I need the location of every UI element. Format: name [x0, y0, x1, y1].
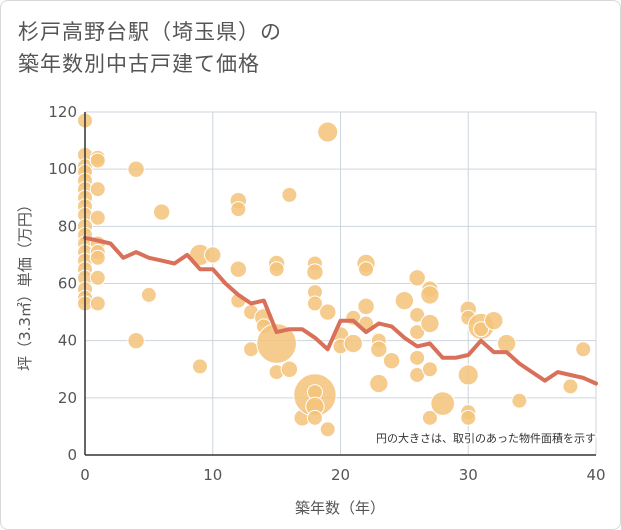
- data-bubble-95: [562, 378, 579, 395]
- data-bubble-27: [89, 295, 106, 312]
- data-bubble-25: [89, 249, 106, 266]
- y-tick-label-80: 80: [58, 217, 77, 235]
- data-bubble-45: [256, 323, 297, 364]
- data-bubble-58: [317, 121, 339, 143]
- data-bubble-21: [89, 181, 106, 198]
- data-bubble-72: [382, 351, 401, 370]
- average-price-line: [83, 235, 598, 386]
- y-axis-title: 坪（3.3㎡）単価（万円）: [16, 197, 34, 371]
- x-tick-label-20: 20: [331, 466, 350, 484]
- data-bubble-51: [306, 263, 324, 281]
- grid-lines: [85, 111, 597, 455]
- x-tick-label-40: 40: [586, 466, 605, 484]
- data-bubble-57: [306, 409, 323, 426]
- data-bubble-89: [460, 409, 477, 426]
- data-bubble-70: [370, 340, 388, 358]
- data-bubble-28: [127, 160, 145, 178]
- data-bubble-37: [229, 260, 248, 278]
- x-tick-label-30: 30: [459, 466, 478, 484]
- data-bubble-84: [430, 391, 456, 416]
- data-bubble-53: [306, 295, 323, 312]
- data-bubble-22: [89, 209, 106, 226]
- data-bubble-75: [409, 306, 426, 323]
- data-bubble-87: [457, 364, 479, 386]
- chart-title-line-1: 杉戸高野台駅（埼玉県）の: [18, 20, 282, 44]
- data-bubble-29: [127, 331, 145, 350]
- data-bubble-67: [357, 297, 375, 316]
- data-bubble-26: [89, 269, 106, 286]
- data-bubble-73: [394, 290, 415, 311]
- y-tick-label-0: 0: [67, 446, 77, 464]
- chart-title-line-2: 築年数別中古戸建て価格: [18, 52, 260, 76]
- x-axis-title: 築年数（年）: [295, 499, 385, 517]
- data-bubble-71: [369, 373, 389, 394]
- data-bubble-66: [358, 261, 375, 278]
- x-tick-label-10: 10: [203, 466, 222, 484]
- data-bubble-47: [281, 186, 298, 203]
- data-bubble-81: [420, 313, 440, 334]
- data-bubble-48: [280, 360, 299, 378]
- bubble-layer: [77, 112, 592, 438]
- y-tick-labels: 0 20 40 60 80 100 120: [48, 103, 77, 464]
- data-bubble-92: [484, 310, 504, 331]
- data-bubble-94: [511, 392, 528, 409]
- data-bubble-31: [152, 203, 171, 221]
- y-tick-label-120: 120: [48, 103, 77, 121]
- data-bubble-83: [421, 409, 438, 426]
- x-tick-label-0: 0: [80, 466, 90, 484]
- data-bubble-60: [319, 421, 336, 438]
- y-tick-label-100: 100: [48, 160, 77, 178]
- data-bubble-33: [191, 358, 208, 375]
- data-bubble-76: [409, 324, 426, 341]
- data-bubble-80: [420, 285, 440, 305]
- data-bubble-59: [319, 303, 337, 321]
- chart-title: 杉戸高野台駅（埼玉県）の 築年数別中古戸建て価格: [18, 16, 282, 80]
- x-tick-labels: 0 10 20 30 40: [80, 466, 605, 484]
- y-tick-label-60: 60: [58, 275, 77, 293]
- data-bubble-96: [575, 341, 592, 358]
- data-bubble-82: [421, 361, 438, 378]
- data-bubble-44: [268, 261, 285, 278]
- data-bubble-20: [89, 152, 106, 169]
- data-bubble-64: [343, 333, 363, 354]
- data-bubble-34: [204, 246, 222, 264]
- y-tick-label-20: 20: [58, 389, 77, 407]
- data-bubble-74: [408, 269, 426, 287]
- data-bubble-77: [409, 349, 426, 366]
- y-tick-label-40: 40: [58, 332, 77, 350]
- data-bubble-30: [140, 286, 157, 303]
- data-bubble-91: [473, 321, 490, 338]
- data-bubble-36: [230, 201, 247, 218]
- size-legend-note: 円の大きさは、取引のあった物件面積を示す: [376, 431, 596, 445]
- data-bubble-93: [496, 333, 517, 354]
